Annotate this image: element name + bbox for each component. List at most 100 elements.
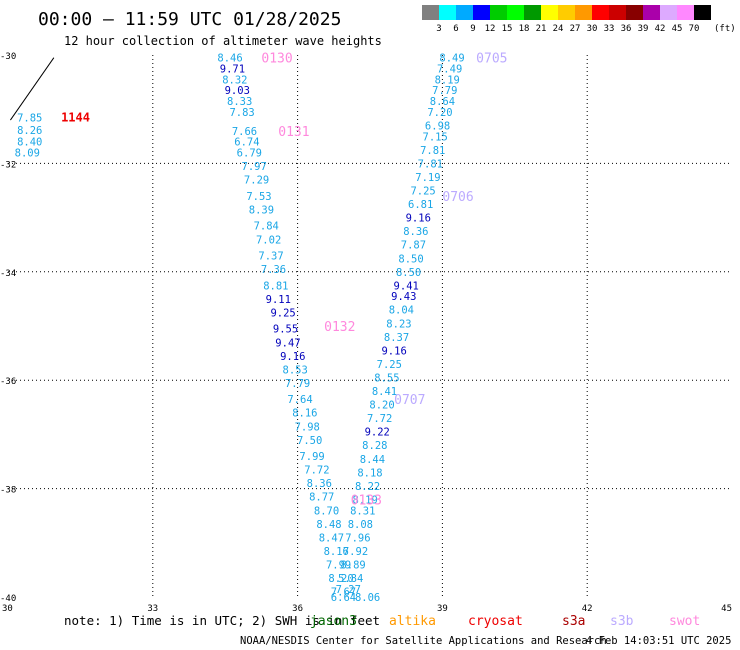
legend-swatch bbox=[473, 5, 490, 20]
legend-swatch bbox=[490, 5, 507, 20]
wave-height-point: 9.47 bbox=[275, 337, 300, 349]
wave-height-point: 9.16 bbox=[381, 345, 406, 357]
wave-height-point: 6.79 bbox=[237, 148, 262, 160]
legend-swatch bbox=[439, 5, 456, 20]
wave-height-point: 7.53 bbox=[246, 191, 271, 203]
wave-height-point: 8.28 bbox=[362, 440, 387, 452]
wave-height-point: 8.23 bbox=[386, 318, 411, 330]
legend-label: 33 bbox=[604, 24, 615, 34]
legend-label: 6 bbox=[453, 24, 458, 34]
y-tick-label: -38 bbox=[0, 486, 16, 496]
wave-height-point: 7.87 bbox=[401, 240, 426, 252]
wave-height-point: 7.49 bbox=[437, 64, 462, 76]
wave-height-point: 8.44 bbox=[360, 454, 385, 466]
wave-height-point: 8.39 bbox=[249, 204, 274, 216]
x-tick-label: 33 bbox=[147, 604, 158, 614]
wave-height-point: 9.11 bbox=[266, 294, 291, 306]
wave-height-point: 8.47 bbox=[319, 532, 344, 544]
wave-height-point: 8.50 bbox=[398, 253, 423, 265]
wave-height-point: 9.16 bbox=[280, 351, 305, 363]
wave-height-point: 8.08 bbox=[348, 519, 373, 531]
credit-text: NOAA/NESDIS Center for Satellite Applica… bbox=[240, 635, 607, 647]
wave-height-point: 7.79 bbox=[285, 378, 310, 390]
pass-time-label: 0706 bbox=[442, 190, 473, 205]
legend-swatch bbox=[507, 5, 524, 20]
wave-height-point: 8.33 bbox=[227, 96, 252, 108]
wave-height-point: 8.31 bbox=[350, 505, 375, 517]
legend-label: 27 bbox=[570, 24, 581, 34]
pass-time-label: 0131 bbox=[278, 125, 309, 140]
wave-height-point: 8.19 bbox=[435, 74, 460, 86]
wave-height-point: 7.84 bbox=[254, 221, 279, 233]
wave-height-point: 8.89 bbox=[340, 559, 365, 571]
mission-label-swot: swot bbox=[669, 614, 700, 629]
wave-height-point: 7.50 bbox=[297, 435, 322, 447]
pass-time-labels: 1144 0130 0131 0132 0133 0705 0706 0707 bbox=[61, 52, 507, 509]
chart-title: 00:00 – 11:59 UTC 01/28/2025 bbox=[38, 9, 341, 30]
wave-height-point: 7.72 bbox=[367, 413, 392, 425]
legend-swatch bbox=[660, 5, 677, 20]
wave-height-point: 8.81 bbox=[263, 280, 288, 292]
wave-height-point: 8.32 bbox=[222, 74, 247, 86]
legend-label: 45 bbox=[672, 24, 683, 34]
legend-swatch bbox=[694, 5, 711, 20]
wave-height-point: 7.29 bbox=[244, 175, 269, 187]
wave-height-point: 8.26 bbox=[17, 125, 42, 137]
wave-height-point: 9.43 bbox=[391, 291, 416, 303]
wave-height-point: 7.19 bbox=[415, 172, 440, 184]
legend-swatch bbox=[609, 5, 626, 20]
wave-height-point: 7.27 bbox=[336, 584, 361, 596]
wave-height-point: 8.36 bbox=[403, 226, 428, 238]
legend-label: 9 bbox=[470, 24, 475, 34]
wave-height-point: 7.25 bbox=[377, 359, 402, 371]
wave-height-point: 8.49 bbox=[439, 53, 464, 65]
pass-time-label: 0705 bbox=[476, 52, 507, 67]
grid bbox=[8, 55, 732, 597]
legend-swatch bbox=[575, 5, 592, 20]
wave-height-point: 7.81 bbox=[420, 145, 445, 157]
wave-height-point: 7.25 bbox=[410, 186, 435, 198]
legend-label: 21 bbox=[536, 24, 547, 34]
wave-height-point: 8.16 bbox=[324, 546, 349, 558]
pass-time-label: 0133 bbox=[351, 493, 382, 508]
mission-label-s3a: s3a bbox=[562, 614, 585, 629]
wave-height-point: 9.22 bbox=[365, 427, 390, 439]
wave-height-point: 7.83 bbox=[229, 107, 254, 119]
pass-time-label: 0130 bbox=[261, 52, 292, 67]
legend-swatch bbox=[422, 5, 439, 20]
wave-height-point: 8.77 bbox=[309, 492, 334, 504]
satellite-tracks: 7.858.268.408.09 8.469.718.329.038.337.83… bbox=[10, 53, 465, 604]
legend-label: 70 bbox=[689, 24, 700, 34]
wave-height-point: 7.64 bbox=[287, 394, 312, 406]
wave-height-point: 7.15 bbox=[423, 131, 448, 143]
legend-swatch bbox=[558, 5, 575, 20]
legend-swatch bbox=[456, 5, 473, 20]
x-tick-label: 42 bbox=[582, 604, 593, 614]
y-tick-label: -32 bbox=[0, 160, 16, 170]
legend-label: 42 bbox=[655, 24, 666, 34]
wave-height-point: 7.85 bbox=[17, 112, 42, 124]
wave-height-point: 8.50 bbox=[396, 267, 421, 279]
wave-height-point: 7.99 bbox=[326, 559, 351, 571]
x-tick-label: 30 bbox=[2, 604, 13, 614]
wave-height-point: 9.03 bbox=[225, 85, 250, 97]
wave-height-point: 8.22 bbox=[355, 481, 380, 493]
wave-height-point: 8.55 bbox=[374, 372, 399, 384]
wave-height-point: 7.66 bbox=[232, 126, 257, 138]
wave-height-point: 5.84 bbox=[338, 573, 363, 585]
wave-height-point: 7.96 bbox=[345, 532, 370, 544]
wave-height-point: 7.37 bbox=[258, 251, 283, 263]
wave-height-point: 8.64 bbox=[430, 96, 455, 108]
wave-height-point: 6.64 bbox=[331, 592, 356, 604]
wave-height-point: 8.46 bbox=[217, 53, 242, 65]
wave-height-point: 8.20 bbox=[369, 400, 394, 412]
legend-unit: (ft) bbox=[714, 24, 736, 34]
wave-height-point: 8.40 bbox=[17, 137, 42, 149]
wave-height-point: 9.41 bbox=[394, 280, 419, 292]
legend-swatch bbox=[592, 5, 609, 20]
ground-track-line bbox=[10, 57, 55, 121]
footer-note: note: 1) Time is in UTC; 2) SWH is in fe… bbox=[64, 613, 380, 628]
mission-label-jason3: jason3 bbox=[310, 614, 357, 629]
